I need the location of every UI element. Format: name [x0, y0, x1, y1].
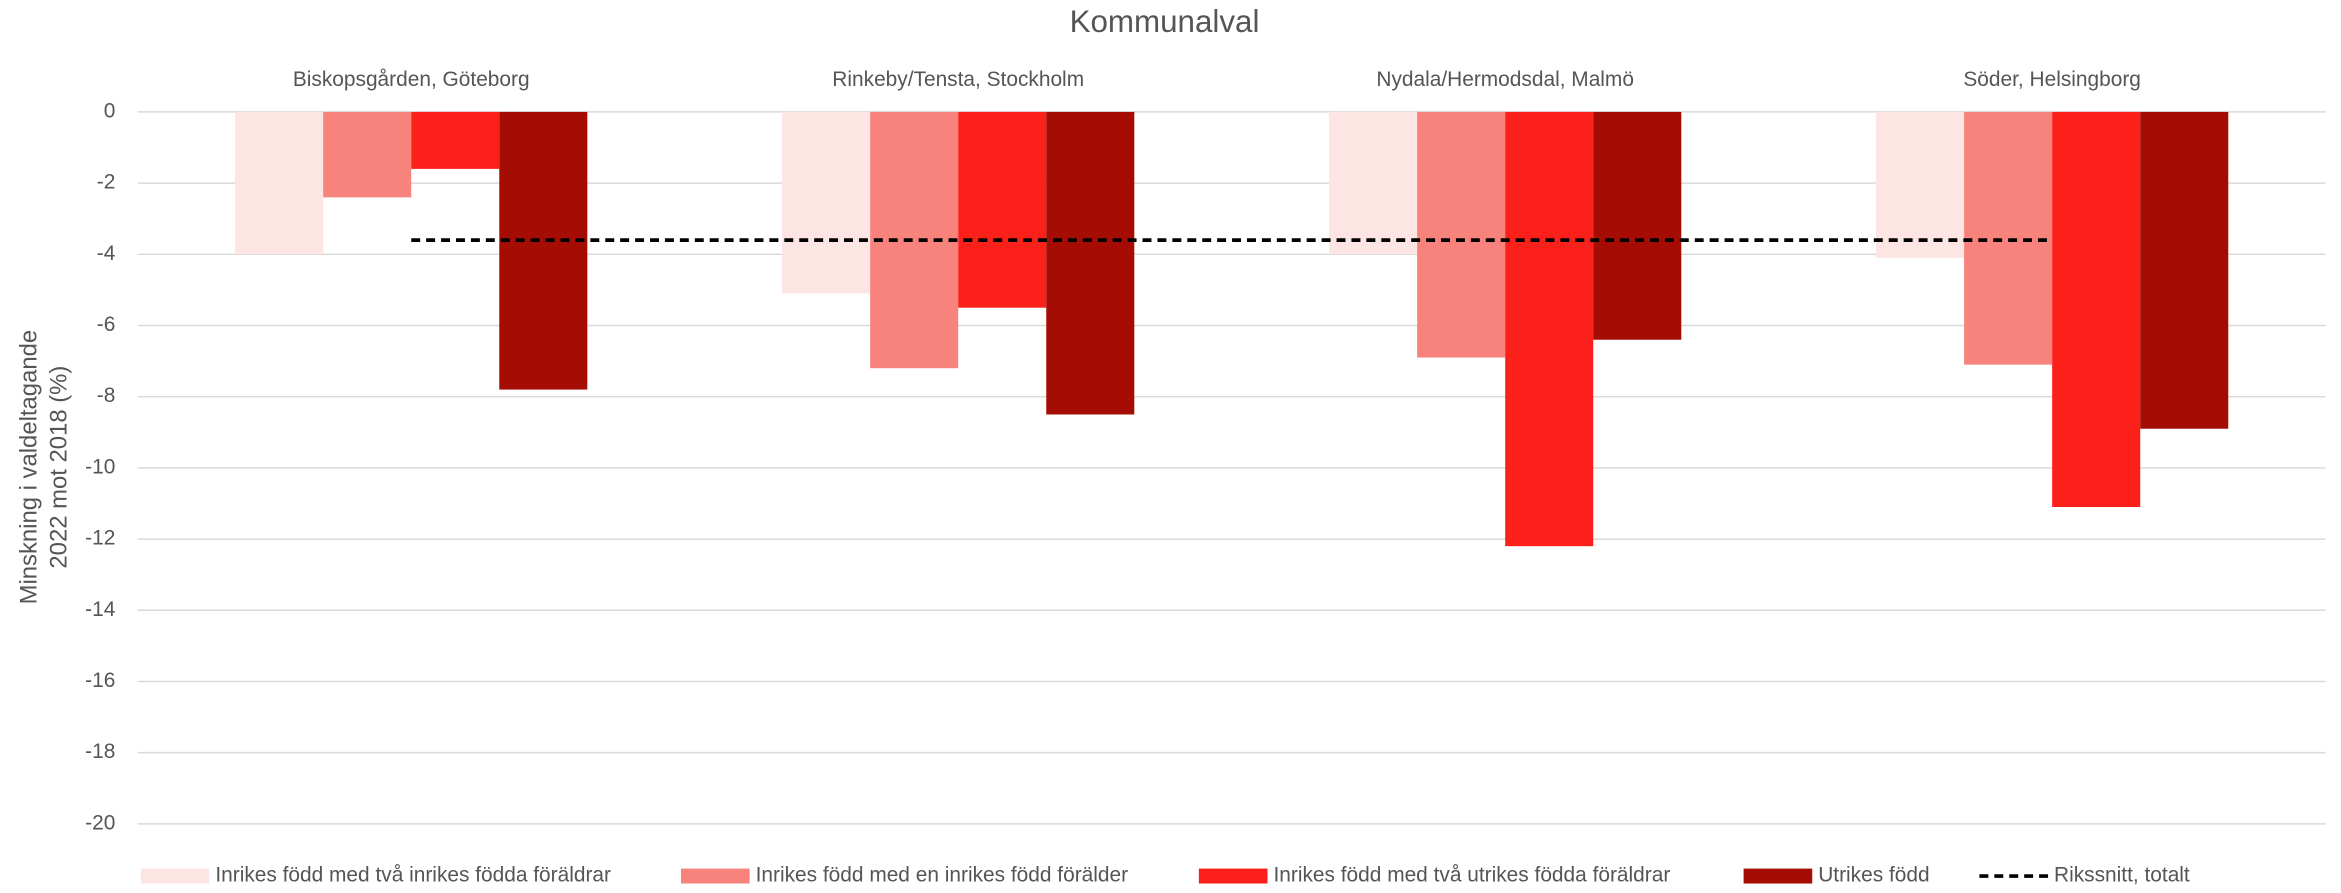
y-axis-label: 2022 mot 2018 (%) [45, 366, 72, 569]
bar [411, 111, 500, 169]
bar [870, 111, 959, 369]
y-tick-label: -16 [85, 669, 115, 692]
y-tick-label: -14 [85, 598, 115, 621]
bar [1417, 111, 1506, 358]
bar [1505, 111, 1594, 547]
bar [1329, 111, 1418, 255]
bar [2052, 111, 2141, 508]
category-label: Söder, Helsingborg [1963, 68, 2141, 91]
bar [323, 111, 412, 198]
legend-label: Inrikes född med en inrikes född förälde… [756, 864, 1129, 887]
y-tick-label: -6 [97, 313, 116, 336]
legend-swatch [140, 868, 210, 884]
chart-title: Kommunalval [1070, 4, 1260, 39]
y-tick-label: -12 [85, 527, 115, 550]
legend-swatch [1743, 868, 1813, 884]
bar [235, 111, 324, 255]
y-tick-label: -18 [85, 740, 115, 763]
category-label: Rinkeby/Tensta, Stockholm [832, 68, 1084, 91]
bar [499, 111, 588, 390]
y-tick-label: -2 [97, 171, 116, 194]
y-tick-label: -4 [97, 242, 116, 265]
legend-label: Inrikes född med två inrikes födda föräl… [215, 864, 611, 887]
legend-swatch [680, 868, 750, 884]
bar [1046, 111, 1135, 415]
bar [1876, 111, 1965, 258]
legend-swatch [1198, 868, 1268, 884]
legend-label: Rikssnitt, totalt [2054, 864, 2190, 887]
y-axis-label: Minskning i valdeltagande [16, 330, 43, 605]
y-tick-label: -8 [97, 384, 116, 407]
y-tick-label: -20 [85, 811, 115, 834]
y-tick-label: -10 [85, 455, 115, 478]
bar [1593, 111, 1682, 340]
y-tick-label: 0 [104, 99, 116, 122]
legend-label: Utrikes född [1818, 864, 1929, 887]
bar [2140, 111, 2229, 429]
category-label: Nydala/Hermodsdal, Malmö [1376, 68, 1634, 91]
bar [782, 111, 871, 294]
category-label: Biskopsgården, Göteborg [293, 68, 530, 91]
bar [958, 111, 1047, 308]
legend-label: Inrikes född med två utrikes födda föräl… [1273, 864, 1670, 887]
